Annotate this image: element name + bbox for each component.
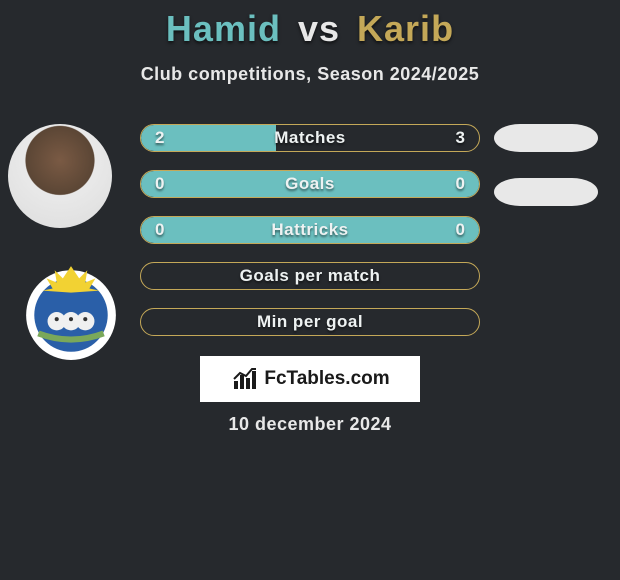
player1-avatar <box>8 124 112 228</box>
chart-icon <box>230 365 258 393</box>
player1-club-badge <box>20 260 122 362</box>
player2-avatar-placeholder <box>494 124 598 152</box>
stat-left-value: 2 <box>155 128 164 148</box>
branding-logo[interactable]: FcTables.com <box>200 356 420 402</box>
stat-right-value: 0 <box>456 220 465 240</box>
stat-right-value: 0 <box>456 174 465 194</box>
stat-right-value: 3 <box>456 128 465 148</box>
player1-name: Hamid <box>166 8 281 49</box>
player2-name: Karib <box>357 8 454 49</box>
stat-row-min-per-goal: Min per goal <box>140 308 480 336</box>
stat-row-matches: 2 Matches 3 <box>140 124 480 152</box>
stat-label: Min per goal <box>257 312 363 332</box>
branding-text: FcTables.com <box>264 368 389 390</box>
stat-left-value: 0 <box>155 220 164 240</box>
stats-container: 2 Matches 3 0 Goals 0 0 Hattricks 0 Goal… <box>140 124 480 354</box>
stat-row-hattricks: 0 Hattricks 0 <box>140 216 480 244</box>
stat-left-value: 0 <box>155 174 164 194</box>
stat-label: Hattricks <box>271 220 348 240</box>
stat-label: Goals per match <box>240 266 381 286</box>
subtitle: Club competitions, Season 2024/2025 <box>0 64 620 85</box>
date-label: 10 december 2024 <box>0 414 620 435</box>
stat-row-goals: 0 Goals 0 <box>140 170 480 198</box>
comparison-title: Hamid vs Karib <box>0 0 620 50</box>
vs-label: vs <box>298 8 340 49</box>
stat-label: Goals <box>285 174 335 194</box>
stat-row-goals-per-match: Goals per match <box>140 262 480 290</box>
player2-badge-placeholder <box>494 178 598 206</box>
stat-label: Matches <box>274 128 346 148</box>
